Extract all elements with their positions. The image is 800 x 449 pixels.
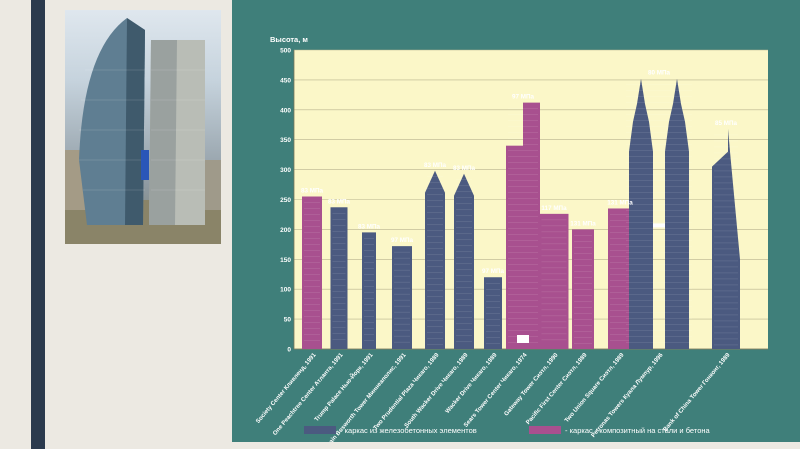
building-bar xyxy=(302,196,322,349)
tower-shape xyxy=(608,208,632,349)
y-axis-label: Высота, м xyxy=(270,35,308,44)
strength-label: 85 МПа xyxy=(715,120,738,127)
building-bar xyxy=(539,213,569,349)
building-label: Pacific First Center Сиэтл, 1989 xyxy=(525,352,588,426)
tower-shape xyxy=(454,173,474,349)
tower-shape xyxy=(523,102,540,350)
tower-shape xyxy=(362,232,376,349)
building-label: Bank of China Tower Гонконг, 1989 xyxy=(663,352,732,433)
building-bar xyxy=(392,246,412,349)
left-accent-bar xyxy=(31,0,45,449)
strength-label: 131 МПа xyxy=(570,220,596,227)
legend-swatch-composite xyxy=(529,426,561,434)
building-bar xyxy=(608,208,632,349)
chart-panel: Высота, м 0 50 100 150 200 250 300 350 400 450 500… xyxy=(232,0,800,442)
tower-shape xyxy=(392,246,412,349)
tower-shape xyxy=(539,213,569,349)
tower-shape xyxy=(484,277,502,349)
building-bar xyxy=(484,277,502,349)
tower-shape xyxy=(506,145,523,349)
building-bar xyxy=(362,232,376,349)
strength-label: 97 МПа xyxy=(512,94,535,101)
y-tick-label: 50 xyxy=(284,317,292,324)
skybridge xyxy=(653,223,665,228)
strength-label: 117 МПа xyxy=(541,205,567,212)
building-label: South Wacker Drive Чикаго, 1989 xyxy=(404,352,470,429)
strength-label: 97 МПа xyxy=(482,268,505,275)
y-tick-label: 250 xyxy=(280,197,291,204)
y-tick-label: 200 xyxy=(280,227,291,234)
tower-shape xyxy=(712,128,740,349)
building-label: Wacker Drive Чикаго, 1989 xyxy=(445,352,499,415)
building-height-chart: Высота, м 0 50 100 150 200 250 300 350 400 450 500… xyxy=(255,35,768,442)
legend-composite: - каркас - композитный на стали и бетона xyxy=(529,423,710,437)
y-tick-label: 500 xyxy=(280,48,291,55)
base-detail xyxy=(517,335,529,343)
legend-label-rc: - каркас из железобетонных элементов xyxy=(340,425,477,435)
building-bar xyxy=(330,207,348,349)
strength-label: 83 МПа xyxy=(358,223,381,230)
tower-shape xyxy=(629,78,653,349)
y-tick-label: 450 xyxy=(280,77,291,84)
building-bar xyxy=(506,102,540,350)
strength-label: 83 МПа xyxy=(453,165,476,172)
y-tick-label: 100 xyxy=(280,287,291,294)
y-tick-label: 0 xyxy=(287,347,291,354)
strength-label: 83 МПа xyxy=(328,198,351,205)
building-bar xyxy=(712,128,740,349)
building-bar xyxy=(626,78,692,349)
strength-label: 131 МПа xyxy=(607,199,633,206)
tower-shape xyxy=(665,78,689,349)
legend-label-composite: - каркас - композитный на стали и бетона xyxy=(565,425,710,435)
building-label: Gateway Tower Сиэтл, 1990 xyxy=(504,352,560,418)
tower-shape xyxy=(302,196,322,349)
building-bar xyxy=(572,229,594,349)
skyscraper-photo xyxy=(65,10,221,244)
building-label: Trump Palace Нью-Йорк, 1991 xyxy=(312,351,375,423)
strength-label: 83 МПа xyxy=(301,188,324,195)
strength-label: 83 МПа xyxy=(424,162,447,169)
tower-shape xyxy=(330,207,348,349)
y-tick-label: 400 xyxy=(280,107,291,114)
y-tick-label: 150 xyxy=(280,257,291,264)
tower-shape xyxy=(572,229,594,349)
tower-shape xyxy=(425,170,445,349)
strength-label: 80 МПа xyxy=(648,70,671,77)
y-tick-label: 300 xyxy=(280,167,291,174)
skyscraper-illustration xyxy=(65,18,221,244)
legend-swatch-rc xyxy=(304,426,336,434)
y-tick-label: 350 xyxy=(280,137,291,144)
building-label: Sears Tower Center Чикаго, 1974 xyxy=(463,352,529,429)
building-bar xyxy=(425,170,445,349)
legend-rc: - каркас из железобетонных элементов xyxy=(304,423,477,437)
strength-label: 97 МПа xyxy=(391,237,414,244)
building-bar xyxy=(454,173,474,349)
